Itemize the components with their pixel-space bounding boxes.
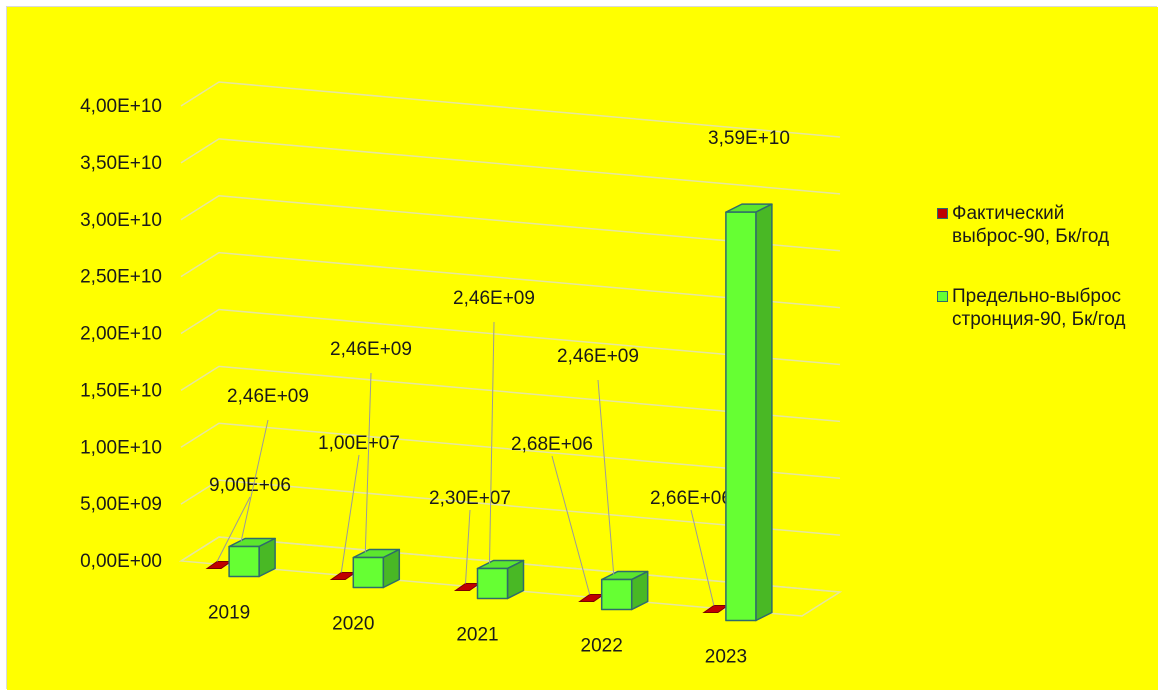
leader-fact-2022	[551, 455, 591, 595]
data-label-fact-2020: 1,00E+07	[318, 433, 400, 454]
bar-limit-2022-front	[600, 578, 633, 611]
data-label-fact-2021: 2,30E+07	[429, 488, 511, 509]
y-tick-label-0: 0,00E+00	[80, 551, 162, 572]
x-tick-label-2023: 2023	[705, 647, 747, 668]
leader-limit-2021	[489, 321, 495, 564]
bar-limit-2019-front	[228, 545, 260, 578]
data-label-limit-2019: 2,46E+09	[227, 386, 309, 407]
gridline-1	[180, 479, 841, 536]
y-tick-label-5: 2,50E+10	[80, 267, 162, 288]
y-tick-label-7: 3,50E+10	[80, 153, 162, 174]
gridline-2	[180, 422, 841, 479]
x-tick-label-2019: 2019	[208, 603, 250, 624]
legend-label-fact: Фактический выброс-90, Бк/год	[952, 203, 1110, 247]
data-label-fact-2019: 9,00E+06	[209, 475, 291, 496]
y-tick-label-8: 4,00E+10	[80, 96, 162, 117]
leader-fact-2023	[690, 509, 715, 606]
chart-canvas: 0,00E+00 5,00E+09 1,00E+10 1,50E+10 2,00E+10…	[7, 7, 1158, 690]
data-label-fact-2023: 2,66E+06	[650, 488, 732, 509]
gridline-5	[180, 251, 841, 309]
gridline-7	[180, 138, 841, 195]
data-label-fact-2022: 2,68E+06	[511, 434, 593, 455]
gridline-4	[180, 308, 841, 366]
leader-fact-2021	[465, 509, 471, 584]
y-tick-label-4: 2,00E+10	[80, 324, 162, 345]
leader-fact-2020	[340, 454, 360, 573]
bar-limit-2020-front	[352, 556, 385, 589]
leader-limit-2019	[240, 419, 269, 542]
bar-limit-2021-front	[476, 567, 509, 600]
y-tick-label-3: 1,50E+10	[80, 380, 162, 401]
data-label-limit-2022: 2,46E+09	[557, 346, 639, 367]
data-label-limit-2023: 3,59E+10	[708, 128, 790, 149]
data-label-limit-2020: 2,46E+09	[330, 339, 412, 360]
chart-background	[7, 7, 1158, 690]
leader-limit-2022	[597, 379, 615, 575]
gridline-8	[180, 81, 841, 138]
x-tick-label-2021: 2021	[456, 625, 498, 646]
legend-item-limit: Предельно-выброс стронция-90, Бк/год	[937, 285, 1137, 331]
leader-fact-2019	[216, 496, 251, 562]
y-tick-label-2: 1,00E+10	[80, 437, 162, 458]
x-tick-label-2022: 2022	[581, 636, 623, 657]
legend-swatch-limit	[937, 291, 948, 302]
x-tick-label-2020: 2020	[332, 614, 374, 635]
gridline-6	[180, 194, 841, 252]
y-tick-label-1: 5,00E+09	[80, 494, 162, 515]
y-tick-label-6: 3,00E+10	[80, 210, 162, 231]
bar-limit-2023-front	[725, 211, 757, 622]
legend-item-fact: Фактический выброс-90, Бк/год	[937, 202, 1137, 248]
legend: Фактический выброс-90, Бк/год Предельно-…	[937, 202, 1137, 368]
legend-swatch-fact	[937, 208, 948, 219]
gridline-3	[180, 365, 841, 423]
chart-frame: 0,00E+00 5,00E+09 1,00E+10 1,50E+10 2,00E+10…	[6, 6, 1158, 690]
data-label-limit-2021: 2,46E+09	[453, 288, 535, 309]
legend-label-limit: Предельно-выброс стронция-90, Бк/год	[952, 286, 1126, 330]
leader-limit-2020	[364, 372, 372, 553]
bar-limit-2023-side	[755, 203, 773, 622]
